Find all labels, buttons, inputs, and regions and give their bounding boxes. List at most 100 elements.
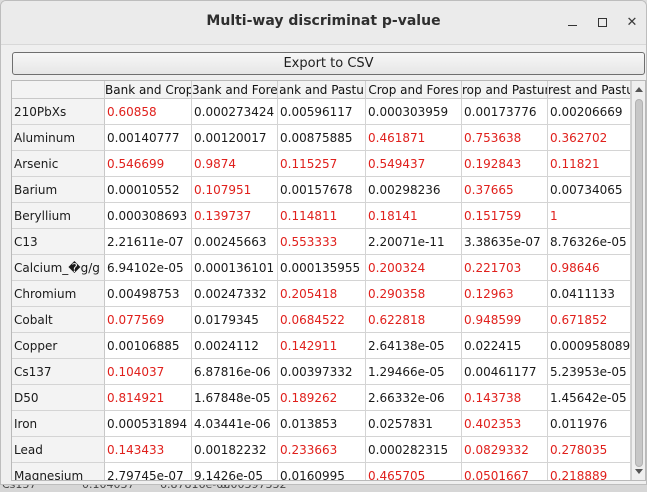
table-cell[interactable]: 0.0684522: [278, 307, 366, 333]
row-header[interactable]: Aluminum: [12, 125, 105, 151]
table-cell[interactable]: 0.00298236: [366, 177, 462, 203]
table-cell[interactable]: 1.45642e-05: [548, 385, 631, 411]
table-cell[interactable]: 1.29466e-05: [366, 359, 462, 385]
close-button[interactable]: ✕: [621, 11, 643, 33]
column-header[interactable]: Bank and Crop: [105, 81, 192, 99]
table-cell[interactable]: 0.11821: [548, 151, 631, 177]
table-cell[interactable]: 2.66332e-06: [366, 385, 462, 411]
table-cell[interactable]: 0.192843: [462, 151, 548, 177]
table-cell[interactable]: 0.290358: [366, 281, 462, 307]
row-header[interactable]: Barium: [12, 177, 105, 203]
table-cell[interactable]: 0.00206669: [548, 99, 631, 125]
column-header[interactable]: Crop and Fores: [366, 81, 462, 99]
table-cell[interactable]: 0.00875885: [278, 125, 366, 151]
table-cell[interactable]: 0.671852: [548, 307, 631, 333]
table-cell[interactable]: 0.278035: [548, 437, 631, 463]
table-cell[interactable]: 0.011976: [548, 411, 631, 437]
table-cell[interactable]: 0.189262: [278, 385, 366, 411]
table-cell[interactable]: 0.549437: [366, 151, 462, 177]
table-cell[interactable]: 0.814921: [105, 385, 192, 411]
table-cell[interactable]: 0.753638: [462, 125, 548, 151]
table-cell[interactable]: 0.00461177: [462, 359, 548, 385]
table-cell[interactable]: 0.0024112: [192, 333, 278, 359]
vertical-scrollbar[interactable]: [631, 81, 645, 480]
row-header[interactable]: Copper: [12, 333, 105, 359]
table-cell[interactable]: 0.143433: [105, 437, 192, 463]
table-cell[interactable]: 0.9874: [192, 151, 278, 177]
row-header[interactable]: Lead: [12, 437, 105, 463]
table-cell[interactable]: 0.013853: [278, 411, 366, 437]
table-cell[interactable]: 0.402353: [462, 411, 548, 437]
table-cell[interactable]: 0.0829332: [462, 437, 548, 463]
table-cell[interactable]: 2.21611e-07: [105, 229, 192, 255]
maximize-button[interactable]: [591, 11, 613, 33]
table-cell[interactable]: 0.142911: [278, 333, 366, 359]
table-cell[interactable]: 1: [548, 203, 631, 229]
table-cell[interactable]: 9.1426e-05: [192, 463, 278, 480]
table-cell[interactable]: 0.00173776: [462, 99, 548, 125]
table-cell[interactable]: 0.18141: [366, 203, 462, 229]
table-cell[interactable]: 0.00157678: [278, 177, 366, 203]
scroll-down-icon[interactable]: [635, 469, 643, 474]
table-cell[interactable]: 0.200324: [366, 255, 462, 281]
table-cell[interactable]: 1.67848e-05: [192, 385, 278, 411]
table-cell[interactable]: 0.362702: [548, 125, 631, 151]
table-cell[interactable]: 0.000282315: [366, 437, 462, 463]
row-header[interactable]: Chromium: [12, 281, 105, 307]
table-cell[interactable]: 0.00120017: [192, 125, 278, 151]
table-cell[interactable]: 0.948599: [462, 307, 548, 333]
table-cell[interactable]: 0.104037: [105, 359, 192, 385]
table-cell[interactable]: 6.87816e-06: [192, 359, 278, 385]
table-cell[interactable]: 0.00106885: [105, 333, 192, 359]
table-cell[interactable]: 0.546699: [105, 151, 192, 177]
table-cell[interactable]: 0.00734065: [548, 177, 631, 203]
table-cell[interactable]: 0.022415: [462, 333, 548, 359]
row-header[interactable]: 210PbXs: [12, 99, 105, 125]
table-cell[interactable]: 0.139737: [192, 203, 278, 229]
row-header[interactable]: Arsenic: [12, 151, 105, 177]
table-cell[interactable]: 0.000136101: [192, 255, 278, 281]
table-cell[interactable]: 0.218889: [548, 463, 631, 480]
table-cell[interactable]: 0.00010552: [105, 177, 192, 203]
table-cell[interactable]: 0.00498753: [105, 281, 192, 307]
table-cell[interactable]: 0.205418: [278, 281, 366, 307]
table-cell[interactable]: 0.465705: [366, 463, 462, 480]
table-cell[interactable]: 0.00247332: [192, 281, 278, 307]
table-cell[interactable]: 0.000273424: [192, 99, 278, 125]
table-cell[interactable]: 0.0501667: [462, 463, 548, 480]
table-cell[interactable]: 8.76326e-05: [548, 229, 631, 255]
table-cell[interactable]: 0.107951: [192, 177, 278, 203]
table-cell[interactable]: 0.000308693: [105, 203, 192, 229]
titlebar[interactable]: Multi-way discriminat p-value ✕: [1, 1, 646, 45]
table-cell[interactable]: 0.077569: [105, 307, 192, 333]
column-header[interactable]: rop and Pastur: [462, 81, 548, 99]
scroll-up-icon[interactable]: [635, 87, 643, 92]
row-header[interactable]: C13: [12, 229, 105, 255]
export-csv-button[interactable]: Export to CSV: [12, 52, 645, 75]
table-cell[interactable]: 0.00140777: [105, 125, 192, 151]
row-header[interactable]: D50: [12, 385, 105, 411]
table-cell[interactable]: 0.143738: [462, 385, 548, 411]
table-cell[interactable]: 0.553333: [278, 229, 366, 255]
table-cell[interactable]: 0.114811: [278, 203, 366, 229]
table-cell[interactable]: 0.00596117: [278, 99, 366, 125]
table-cell[interactable]: 0.151759: [462, 203, 548, 229]
table-corner[interactable]: [12, 81, 105, 99]
table-cell[interactable]: 0.000531894: [105, 411, 192, 437]
table-cell[interactable]: 0.115257: [278, 151, 366, 177]
table-cell[interactable]: 0.00182232: [192, 437, 278, 463]
column-header[interactable]: 3ank and Fores: [192, 81, 278, 99]
row-header[interactable]: Cs137: [12, 359, 105, 385]
table-cell[interactable]: 0.0179345: [192, 307, 278, 333]
column-header[interactable]: ank and Pastu: [278, 81, 366, 99]
table-cell[interactable]: 0.00245663: [192, 229, 278, 255]
table-cell[interactable]: 0.0411133: [548, 281, 631, 307]
table-cell[interactable]: 0.00397332: [278, 359, 366, 385]
table-cell[interactable]: 3.38635e-07: [462, 229, 548, 255]
table-cell[interactable]: 0.000303959: [366, 99, 462, 125]
table-cell[interactable]: 0.461871: [366, 125, 462, 151]
minimize-button[interactable]: [561, 11, 583, 33]
column-header[interactable]: rest and Pastu: [548, 81, 631, 99]
table-cell[interactable]: 6.94102e-05: [105, 255, 192, 281]
row-header[interactable]: Beryllium: [12, 203, 105, 229]
